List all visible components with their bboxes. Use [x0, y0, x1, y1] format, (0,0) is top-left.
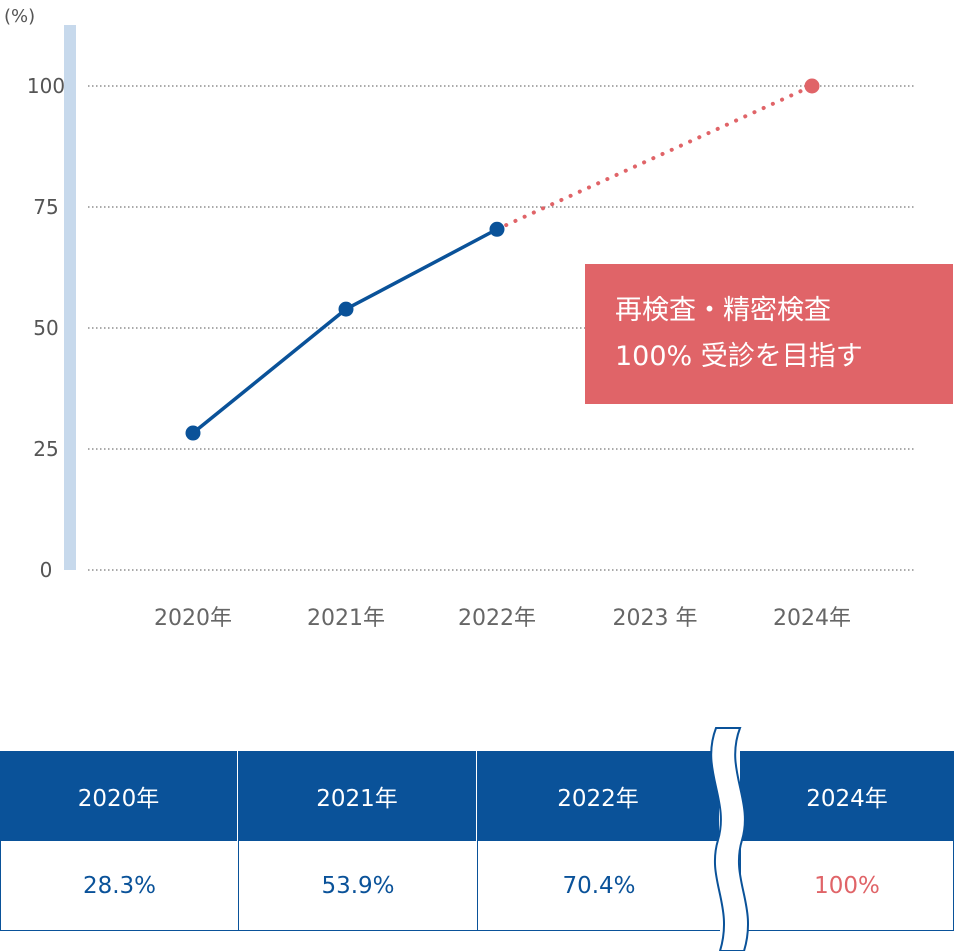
table-header-cell: 2021年 — [238, 751, 477, 841]
y-tick-label: 0 — [40, 558, 53, 582]
y-axis-bar — [64, 25, 76, 570]
line-chart: (%) 0 25 50 75 100 2020年 2021年 2022年 2023 年 2024… — [4, 6, 916, 631]
y-tick-label: 100 — [27, 74, 65, 98]
x-tick-label: 2020年 — [154, 606, 232, 631]
y-axis-unit: (%) — [4, 6, 35, 27]
target-point — [804, 78, 820, 94]
y-tick-label: 50 — [33, 316, 58, 340]
data-point — [185, 425, 201, 441]
x-tick-label: 2023 年 — [613, 606, 698, 631]
x-tick-label: 2021年 — [307, 606, 385, 631]
x-tick-label: 2024年 — [773, 606, 851, 631]
data-point — [489, 221, 505, 237]
table-header-cell: 2024年 — [740, 751, 954, 841]
callout-line-2: 100% 受診を目指す — [615, 341, 863, 372]
target-series-line — [495, 84, 814, 232]
y-tick-label: 75 — [33, 195, 58, 219]
table-header-cell: 2022年 — [477, 751, 720, 841]
results-table: 2020年 2021年 2022年 2024年 28.3% 53.9% 70.4% 100% — [0, 751, 954, 931]
actual-series-line — [191, 227, 499, 435]
x-tick-label: 2022年 — [458, 606, 536, 631]
table-value-cell: 70.4% — [477, 841, 720, 931]
callout-line-1: 再検査・精密検査 — [615, 295, 831, 326]
table-value-cell: 53.9% — [238, 841, 477, 931]
table-header-cell: 2020年 — [0, 751, 238, 841]
target-callout: 再検査・精密検査 100% 受診を目指す — [585, 264, 953, 404]
table-value-cell: 100% — [740, 841, 954, 931]
y-tick-label: 25 — [33, 437, 58, 461]
table-value-cell: 28.3% — [0, 841, 238, 931]
data-point — [338, 301, 354, 317]
